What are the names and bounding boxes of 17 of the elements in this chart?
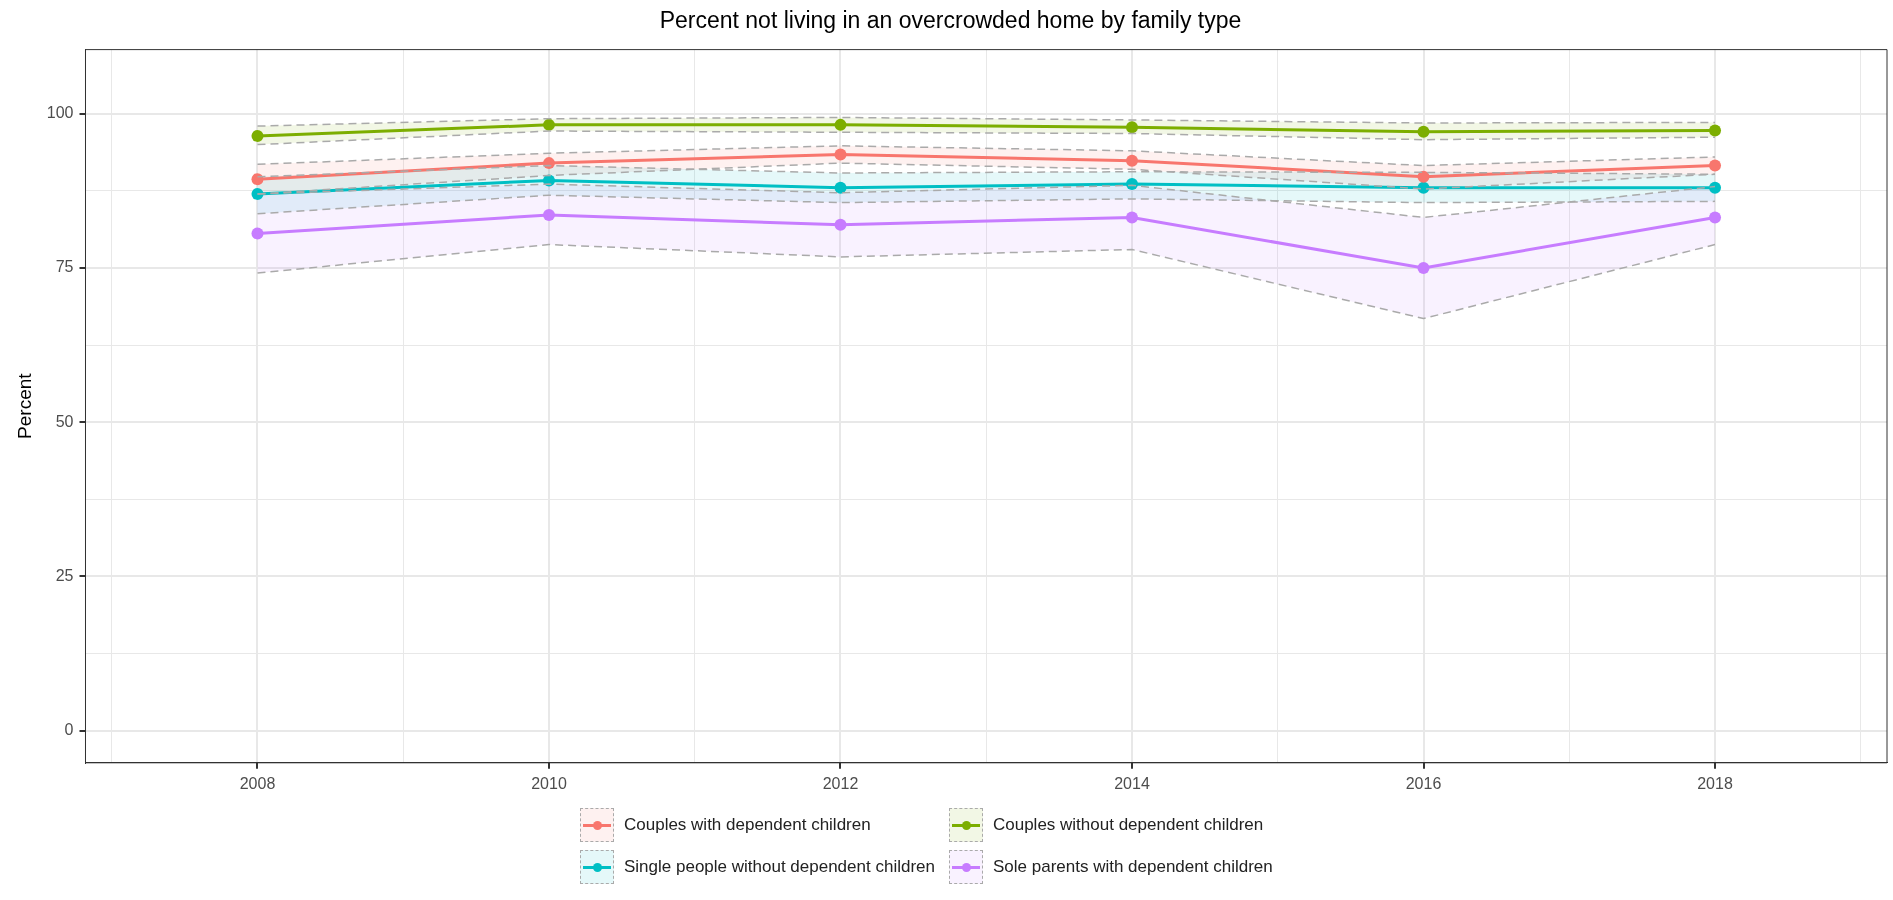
- y-tick-label: 0: [64, 721, 74, 739]
- legend-label: Couples with dependent children: [624, 815, 871, 835]
- chart-title: Percent not living in an overcrowded home by family type: [659, 7, 1242, 34]
- y-axis-title: Percent: [13, 372, 35, 439]
- legend-label: Sole parents with dependent children: [992, 857, 1273, 877]
- x-tick-label: 2018: [1697, 774, 1733, 792]
- y-tick-label: 50: [55, 412, 74, 430]
- x-tick-label: 2010: [531, 774, 567, 792]
- x-tick-label: 2012: [822, 774, 859, 792]
- y-tick-label: 25: [55, 566, 74, 584]
- legend-label: Single people without dependent children: [624, 857, 935, 877]
- legend-label: Couples without dependent children: [992, 815, 1264, 835]
- x-tick-label: 2016: [1405, 774, 1442, 792]
- x-tick-label: 2008: [239, 774, 276, 792]
- y-tick-label: 100: [46, 104, 74, 122]
- y-tick-label: 75: [55, 258, 74, 276]
- x-tick-label: 2014: [1114, 774, 1150, 792]
